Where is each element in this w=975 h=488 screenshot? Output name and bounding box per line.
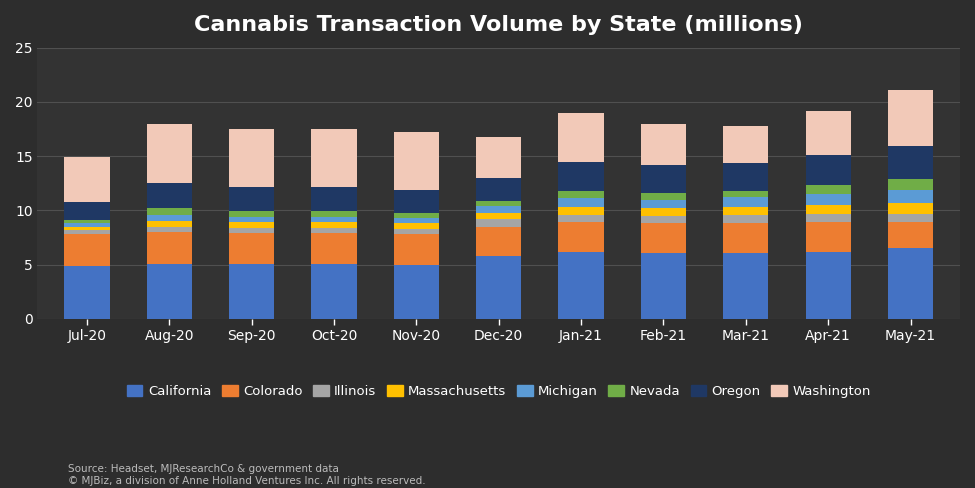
Bar <box>641 123 686 165</box>
Bar <box>64 265 109 319</box>
Bar <box>559 215 604 223</box>
Bar <box>476 213 522 219</box>
Bar <box>805 205 851 214</box>
Legend: California, Colorado, Illinois, Massachusetts, Michigan, Nevada, Oregon, Washing: California, Colorado, Illinois, Massachu… <box>122 380 877 403</box>
Bar <box>641 224 686 253</box>
Bar <box>146 215 192 221</box>
Bar <box>311 129 357 186</box>
Bar <box>723 126 768 163</box>
Bar <box>146 221 192 226</box>
Bar <box>64 220 109 224</box>
Bar <box>805 252 851 319</box>
Bar <box>888 179 933 190</box>
Bar <box>559 207 604 215</box>
Bar <box>641 200 686 208</box>
Bar <box>888 146 933 179</box>
Bar <box>476 137 522 178</box>
Bar <box>641 216 686 224</box>
Bar <box>394 224 439 229</box>
Bar <box>146 208 192 215</box>
Bar <box>641 208 686 216</box>
Bar <box>476 256 522 319</box>
Title: Cannabis Transaction Volume by State (millions): Cannabis Transaction Volume by State (mi… <box>194 15 803 35</box>
Bar <box>888 248 933 319</box>
Bar <box>476 206 522 213</box>
Bar <box>888 203 933 214</box>
Bar <box>229 228 274 233</box>
Bar <box>146 183 192 208</box>
Bar <box>559 223 604 252</box>
Bar <box>805 194 851 205</box>
Bar <box>476 178 522 201</box>
Bar <box>64 202 109 220</box>
Bar <box>394 234 439 264</box>
Bar <box>888 214 933 223</box>
Bar <box>394 229 439 234</box>
Bar <box>888 190 933 203</box>
Bar <box>641 193 686 200</box>
Bar <box>64 226 109 230</box>
Bar <box>229 211 274 217</box>
Bar <box>476 226 522 256</box>
Bar <box>64 234 109 265</box>
Bar <box>394 190 439 213</box>
Bar <box>559 252 604 319</box>
Bar <box>394 132 439 190</box>
Bar <box>64 230 109 234</box>
Bar <box>311 233 357 264</box>
Bar <box>723 224 768 253</box>
Bar <box>723 215 768 224</box>
Bar <box>229 217 274 223</box>
Bar <box>146 264 192 319</box>
Bar <box>476 219 522 226</box>
Bar <box>311 217 357 223</box>
Bar <box>311 223 357 228</box>
Bar <box>311 264 357 319</box>
Bar <box>641 165 686 193</box>
Bar <box>229 223 274 228</box>
Bar <box>888 90 933 146</box>
Bar <box>805 111 851 155</box>
Bar <box>311 186 357 211</box>
Bar <box>311 211 357 217</box>
Bar <box>805 155 851 185</box>
Bar <box>723 191 768 197</box>
Bar <box>723 197 768 207</box>
Bar <box>805 214 851 223</box>
Bar <box>311 228 357 233</box>
Bar <box>641 253 686 319</box>
Bar <box>146 123 192 183</box>
Bar <box>229 129 274 186</box>
Bar <box>146 226 192 232</box>
Bar <box>64 157 109 202</box>
Bar <box>146 232 192 264</box>
Bar <box>805 185 851 194</box>
Bar <box>476 201 522 206</box>
Bar <box>559 162 604 191</box>
Bar <box>394 264 439 319</box>
Bar <box>559 113 604 162</box>
Bar <box>64 224 109 226</box>
Bar <box>229 186 274 211</box>
Bar <box>888 223 933 248</box>
Bar <box>723 207 768 215</box>
Bar <box>394 213 439 218</box>
Bar <box>723 253 768 319</box>
Bar <box>805 223 851 252</box>
Text: Source: Headset, MJResearchCo & government data
© MJBiz, a division of Anne Holl: Source: Headset, MJResearchCo & governme… <box>68 464 426 486</box>
Bar <box>229 233 274 264</box>
Bar <box>229 264 274 319</box>
Bar <box>394 218 439 224</box>
Bar <box>559 199 604 207</box>
Bar <box>723 163 768 191</box>
Bar <box>559 191 604 199</box>
